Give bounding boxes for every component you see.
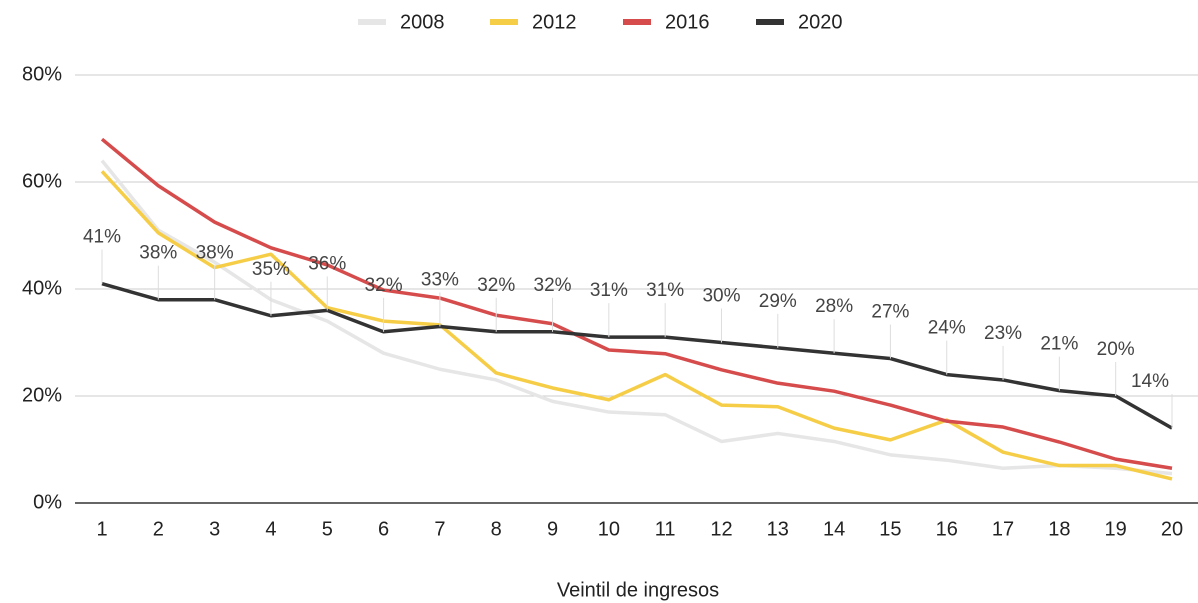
x-tick-label: 17 [992,518,1014,540]
data-label: 35% [252,259,290,280]
x-tick-label: 14 [823,518,845,540]
data-label: 24% [928,318,966,339]
data-label: 28% [815,296,853,317]
x-tick-label: 4 [265,518,276,540]
x-tick-label: 7 [434,518,445,540]
x-tick-label: 10 [598,518,620,540]
y-tick-label: 80% [22,63,62,85]
x-tick-label: 8 [491,518,502,540]
x-tick-label: 19 [1105,518,1127,540]
x-tick-label: 15 [879,518,901,540]
x-tick-label: 20 [1161,518,1183,540]
x-tick-label: 9 [547,518,558,540]
x-tick-label: 16 [936,518,958,540]
legend-label: 2008 [400,11,445,33]
legend-label: 2020 [798,11,843,33]
data-label: 31% [646,280,684,301]
x-tick-label: 2 [153,518,164,540]
data-label: 30% [702,286,740,307]
series-line [100,170,1173,481]
x-tick-label: 6 [378,518,389,540]
data-label: 38% [196,243,234,264]
y-tick-label: 20% [22,384,62,406]
data-label: 36% [308,253,346,274]
x-tick-label: 11 [655,518,676,540]
legend-label: 2012 [532,11,577,33]
series-line [100,159,1173,476]
x-tick-label: 13 [767,518,789,540]
data-label: 20% [1097,339,1135,360]
x-tick-label: 5 [322,518,333,540]
data-label: 23% [984,323,1022,344]
data-label: 32% [477,275,515,296]
data-label: 31% [590,280,628,301]
data-label: 14% [1131,371,1169,392]
data-label: 27% [871,302,909,323]
y-tick-label: 60% [22,170,62,192]
data-label: 32% [365,275,403,296]
data-label: 33% [421,269,459,290]
x-tick-label: 18 [1048,518,1070,540]
series-line [101,281,1173,430]
series-line [100,137,1173,470]
data-label: 32% [534,275,572,296]
data-label: 21% [1040,334,1078,355]
x-tick-label: 1 [96,518,107,540]
legend-label: 2016 [665,11,710,33]
x-tick-label: 3 [209,518,220,540]
data-label: 38% [139,243,177,264]
x-tick-label: 12 [710,518,732,540]
y-tick-label: 40% [22,277,62,299]
x-axis-label: Veintil de ingresos [557,579,719,601]
data-label: 29% [759,291,797,312]
data-label: 41% [83,227,121,248]
y-tick-label: 0% [33,491,62,513]
